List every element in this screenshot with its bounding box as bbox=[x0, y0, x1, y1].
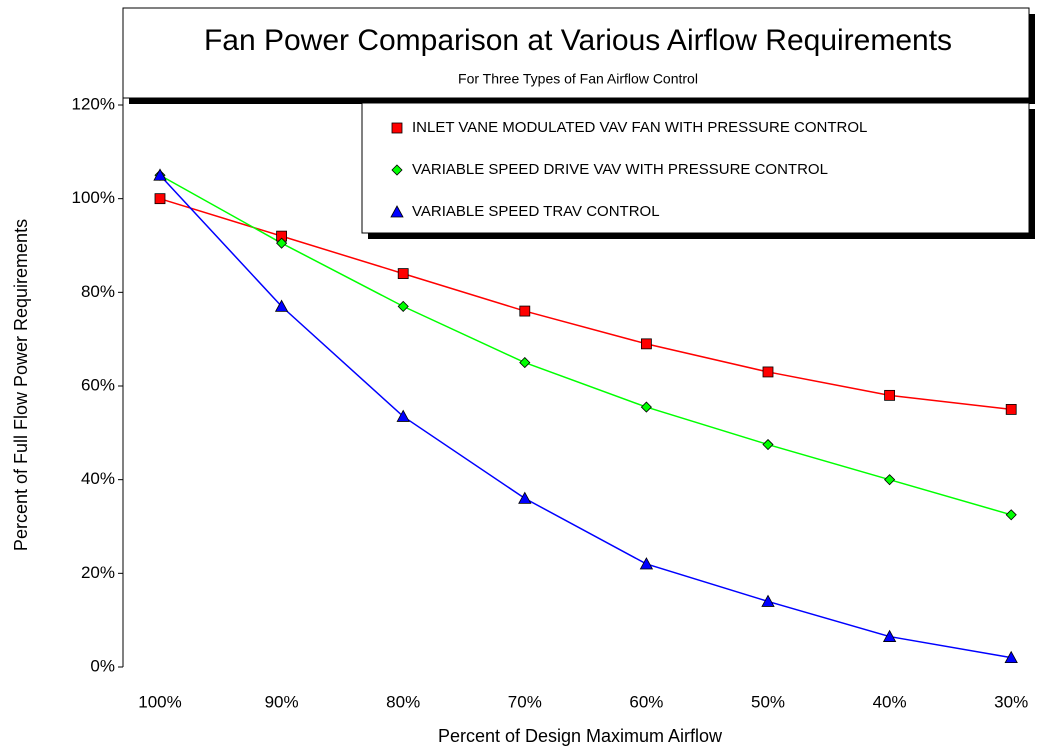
legend-label: VARIABLE SPEED TRAV CONTROL bbox=[412, 203, 660, 220]
chart-title: Fan Power Comparison at Various Airflow … bbox=[204, 24, 952, 57]
marker bbox=[153, 168, 167, 181]
marker bbox=[154, 193, 166, 205]
marker bbox=[882, 629, 897, 642]
y-tick-label: 20% bbox=[81, 563, 115, 582]
legend-marker bbox=[390, 205, 404, 218]
y-axis-label: Percent of Full Flow Power Requirements bbox=[11, 219, 31, 551]
marker bbox=[884, 474, 896, 486]
x-tick-label: 90% bbox=[265, 692, 299, 711]
x-tick-label: 30% bbox=[994, 692, 1028, 711]
series-line bbox=[159, 174, 1012, 516]
marker bbox=[397, 268, 409, 280]
marker bbox=[276, 237, 288, 249]
x-axis-label: Percent of Design Maximum Airflow bbox=[438, 726, 723, 746]
marker bbox=[1005, 509, 1017, 521]
legend-marker bbox=[391, 164, 403, 176]
marker bbox=[396, 409, 410, 422]
series-line bbox=[159, 174, 1012, 659]
x-tick-label: 50% bbox=[751, 692, 785, 711]
x-tick-label: 80% bbox=[386, 692, 420, 711]
marker bbox=[518, 491, 532, 504]
marker bbox=[641, 338, 652, 350]
x-tick-label: 70% bbox=[508, 692, 542, 711]
marker bbox=[1005, 404, 1017, 415]
chart-subtitle: For Three Types of Fan Airflow Control bbox=[458, 71, 698, 87]
legend-label: INLET VANE MODULATED VAV FAN WITH PRESSU… bbox=[412, 119, 867, 136]
y-tick-label: 100% bbox=[72, 188, 115, 207]
y-tick-label: 60% bbox=[81, 375, 115, 394]
x-tick-label: 100% bbox=[138, 692, 181, 711]
marker bbox=[519, 305, 531, 317]
title-box bbox=[122, 7, 1030, 99]
legend-box bbox=[361, 102, 1030, 234]
x-tick-label: 60% bbox=[629, 692, 663, 711]
x-tick-label: 40% bbox=[873, 692, 907, 711]
marker bbox=[762, 438, 774, 451]
y-tick-label: 0% bbox=[90, 656, 115, 675]
marker bbox=[639, 557, 654, 570]
marker bbox=[274, 299, 289, 312]
y-tick-label: 80% bbox=[81, 282, 115, 301]
marker bbox=[761, 594, 775, 607]
marker bbox=[640, 401, 652, 413]
y-tick-label: 40% bbox=[81, 469, 115, 488]
y-tick-label: 120% bbox=[72, 94, 115, 113]
marker bbox=[762, 366, 774, 378]
marker bbox=[519, 357, 531, 369]
legend-label: VARIABLE SPEED DRIVE VAV WITH PRESSURE C… bbox=[412, 161, 828, 178]
marker bbox=[1004, 650, 1018, 664]
series-line bbox=[159, 197, 1012, 411]
legend-marker bbox=[391, 122, 403, 134]
marker bbox=[397, 300, 409, 312]
marker bbox=[884, 389, 895, 401]
